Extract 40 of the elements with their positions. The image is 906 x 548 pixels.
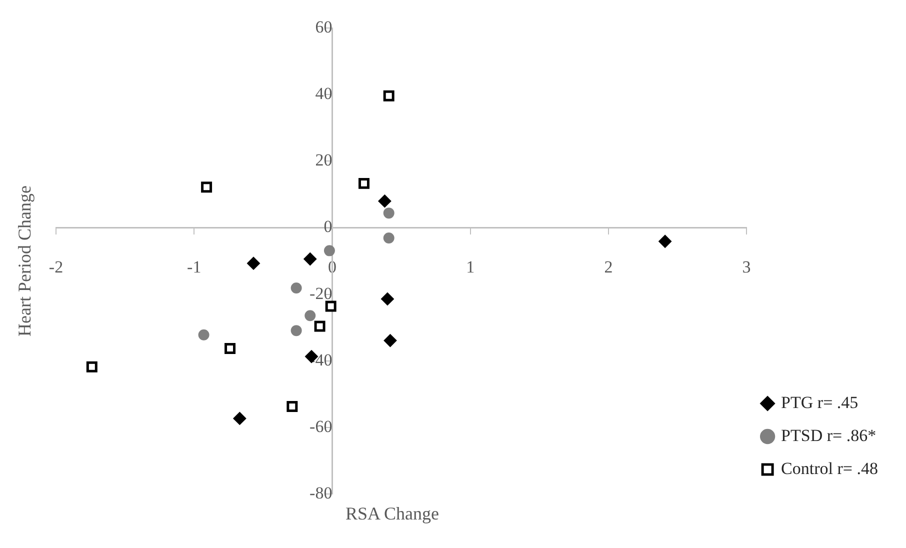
point (383, 90, 394, 102)
point (384, 334, 397, 348)
y-tick-label: -40 (310, 350, 332, 370)
point (290, 282, 302, 294)
point (383, 232, 394, 244)
point (290, 325, 302, 336)
point (86, 361, 98, 372)
y-tick-label: 60 (315, 17, 332, 36)
point (198, 329, 210, 340)
x-axis-title: RSA Change (345, 504, 439, 524)
y-axis-title: Heart Period Change (14, 186, 35, 336)
point (383, 208, 394, 219)
point (324, 245, 335, 256)
point (304, 252, 317, 266)
legend-label: Control r= .48 (781, 458, 878, 478)
legend-label: PTG r= .45 (781, 392, 858, 412)
point (358, 178, 370, 189)
point (224, 343, 236, 354)
y-tick-label: -60 (310, 416, 332, 436)
point (233, 412, 246, 425)
point (314, 320, 326, 332)
y-tick-label: -20 (310, 284, 332, 303)
point (247, 256, 260, 270)
point (658, 234, 672, 248)
x-tick-label: 1 (466, 257, 475, 276)
x-tick-label: 3 (742, 257, 751, 276)
point (286, 400, 298, 412)
x-tick-label: -2 (48, 257, 64, 276)
y-tick-label: -80 (310, 483, 332, 502)
x-tick-label: -1 (187, 257, 202, 276)
point (201, 182, 212, 193)
point (380, 292, 394, 306)
point (325, 300, 336, 312)
y-tick-label: 20 (315, 150, 332, 170)
point (378, 194, 392, 208)
legend-label: PTSD r= .86* (781, 426, 876, 445)
y-tick-label: 0 (324, 217, 332, 236)
x-tick-label: 2 (604, 257, 613, 276)
y-tick-label: 40 (315, 84, 332, 104)
point (304, 310, 316, 322)
